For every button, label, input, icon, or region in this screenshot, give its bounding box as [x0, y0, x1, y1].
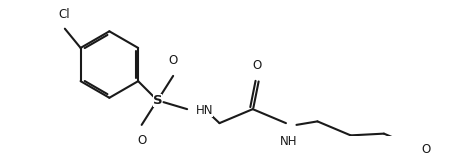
- Text: O: O: [169, 54, 178, 67]
- Text: O: O: [253, 59, 262, 72]
- Text: O: O: [421, 143, 431, 155]
- Text: NH: NH: [280, 135, 297, 148]
- Text: Cl: Cl: [58, 8, 70, 21]
- Text: O: O: [137, 134, 146, 147]
- Text: HN: HN: [196, 104, 213, 117]
- Text: S: S: [153, 94, 162, 107]
